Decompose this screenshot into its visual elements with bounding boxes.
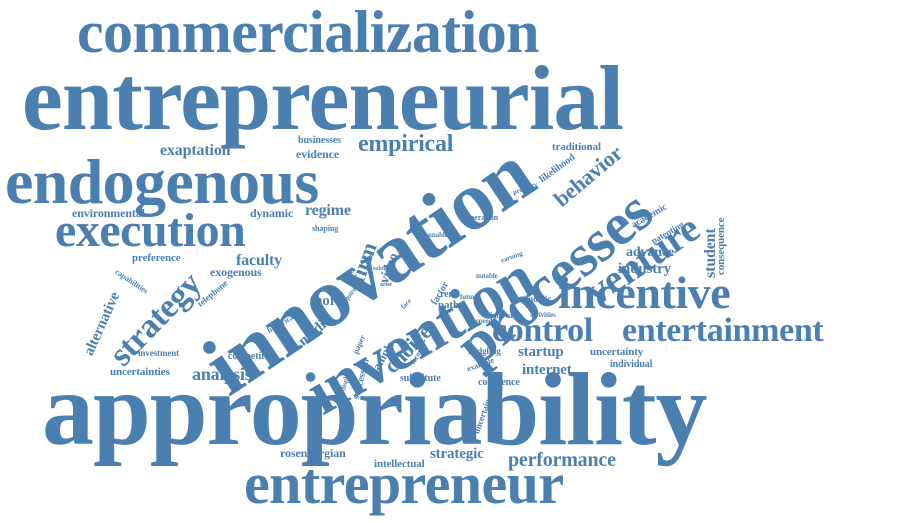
word-activities: activities [530,311,556,319]
word-internet: internet [522,362,572,378]
word-capabilities: capabilities [113,267,150,296]
word-notable: notable [476,272,498,280]
word-regime: regime [305,202,351,219]
word-entertainment: entertainment [622,312,824,349]
word-consequence: consequence [715,217,727,275]
word-rosenbergian: rosenbergian [280,446,346,460]
word-faculty: faculty [236,252,282,269]
word-entrepreneur: entrepreneur [244,451,564,516]
word-operation: operation [466,213,499,222]
word-fledgling: fledgling [468,346,501,356]
word-incentive: incentive [558,267,731,318]
word-arise: arise [380,282,393,288]
word-exaptation: exaptation [160,142,231,159]
word-execution: execution [55,204,246,257]
word-appropriability: appropriability [42,352,707,467]
word-economic: economic [516,294,552,304]
word-uncertainty: uncertainty [590,346,644,358]
word-competitor: competitor [228,351,274,362]
word-empirical: empirical [358,131,454,157]
word-dynamic: dynamic [250,206,294,220]
word-evidence: evidence [296,147,340,161]
word-analysis: analysis [192,364,252,384]
word-coherence: coherence [478,377,520,388]
word-individual: individual [610,359,653,370]
word-traditional: traditional [552,141,601,153]
word-shaping: shaping [312,224,339,233]
word-innovator: innovator [490,311,523,320]
word-industry: industry [618,261,671,277]
word-unable: unable [428,231,448,239]
word-strategic: strategic [430,446,484,462]
word-investment: investment [138,348,180,358]
word-rent: rent [440,289,458,300]
word-businesses: businesses [298,135,341,146]
word-path: path [438,299,459,311]
word-environmental: environmental [72,206,145,220]
word-substitute: substitute [400,373,441,384]
word-endogenous: endogenous [5,146,319,217]
word-more: more [310,293,343,309]
word-preference: preference [132,252,181,264]
word-entrepreneurial: entrepreneurial [22,47,624,149]
word-commercialization: commercialization [77,0,539,65]
word-advance: advance [626,245,675,260]
word-control: control [492,312,593,349]
word-future: future [460,293,479,301]
word-startup: startup [518,344,564,360]
word-intellectual: intellectual [374,458,425,470]
word-uncertainties: uncertainties [110,366,170,378]
word-performance: performance [508,449,616,471]
word-exogenous: exogenous [210,265,262,279]
word-speed: speed [476,317,493,325]
word-subtle: subtle [373,266,388,272]
